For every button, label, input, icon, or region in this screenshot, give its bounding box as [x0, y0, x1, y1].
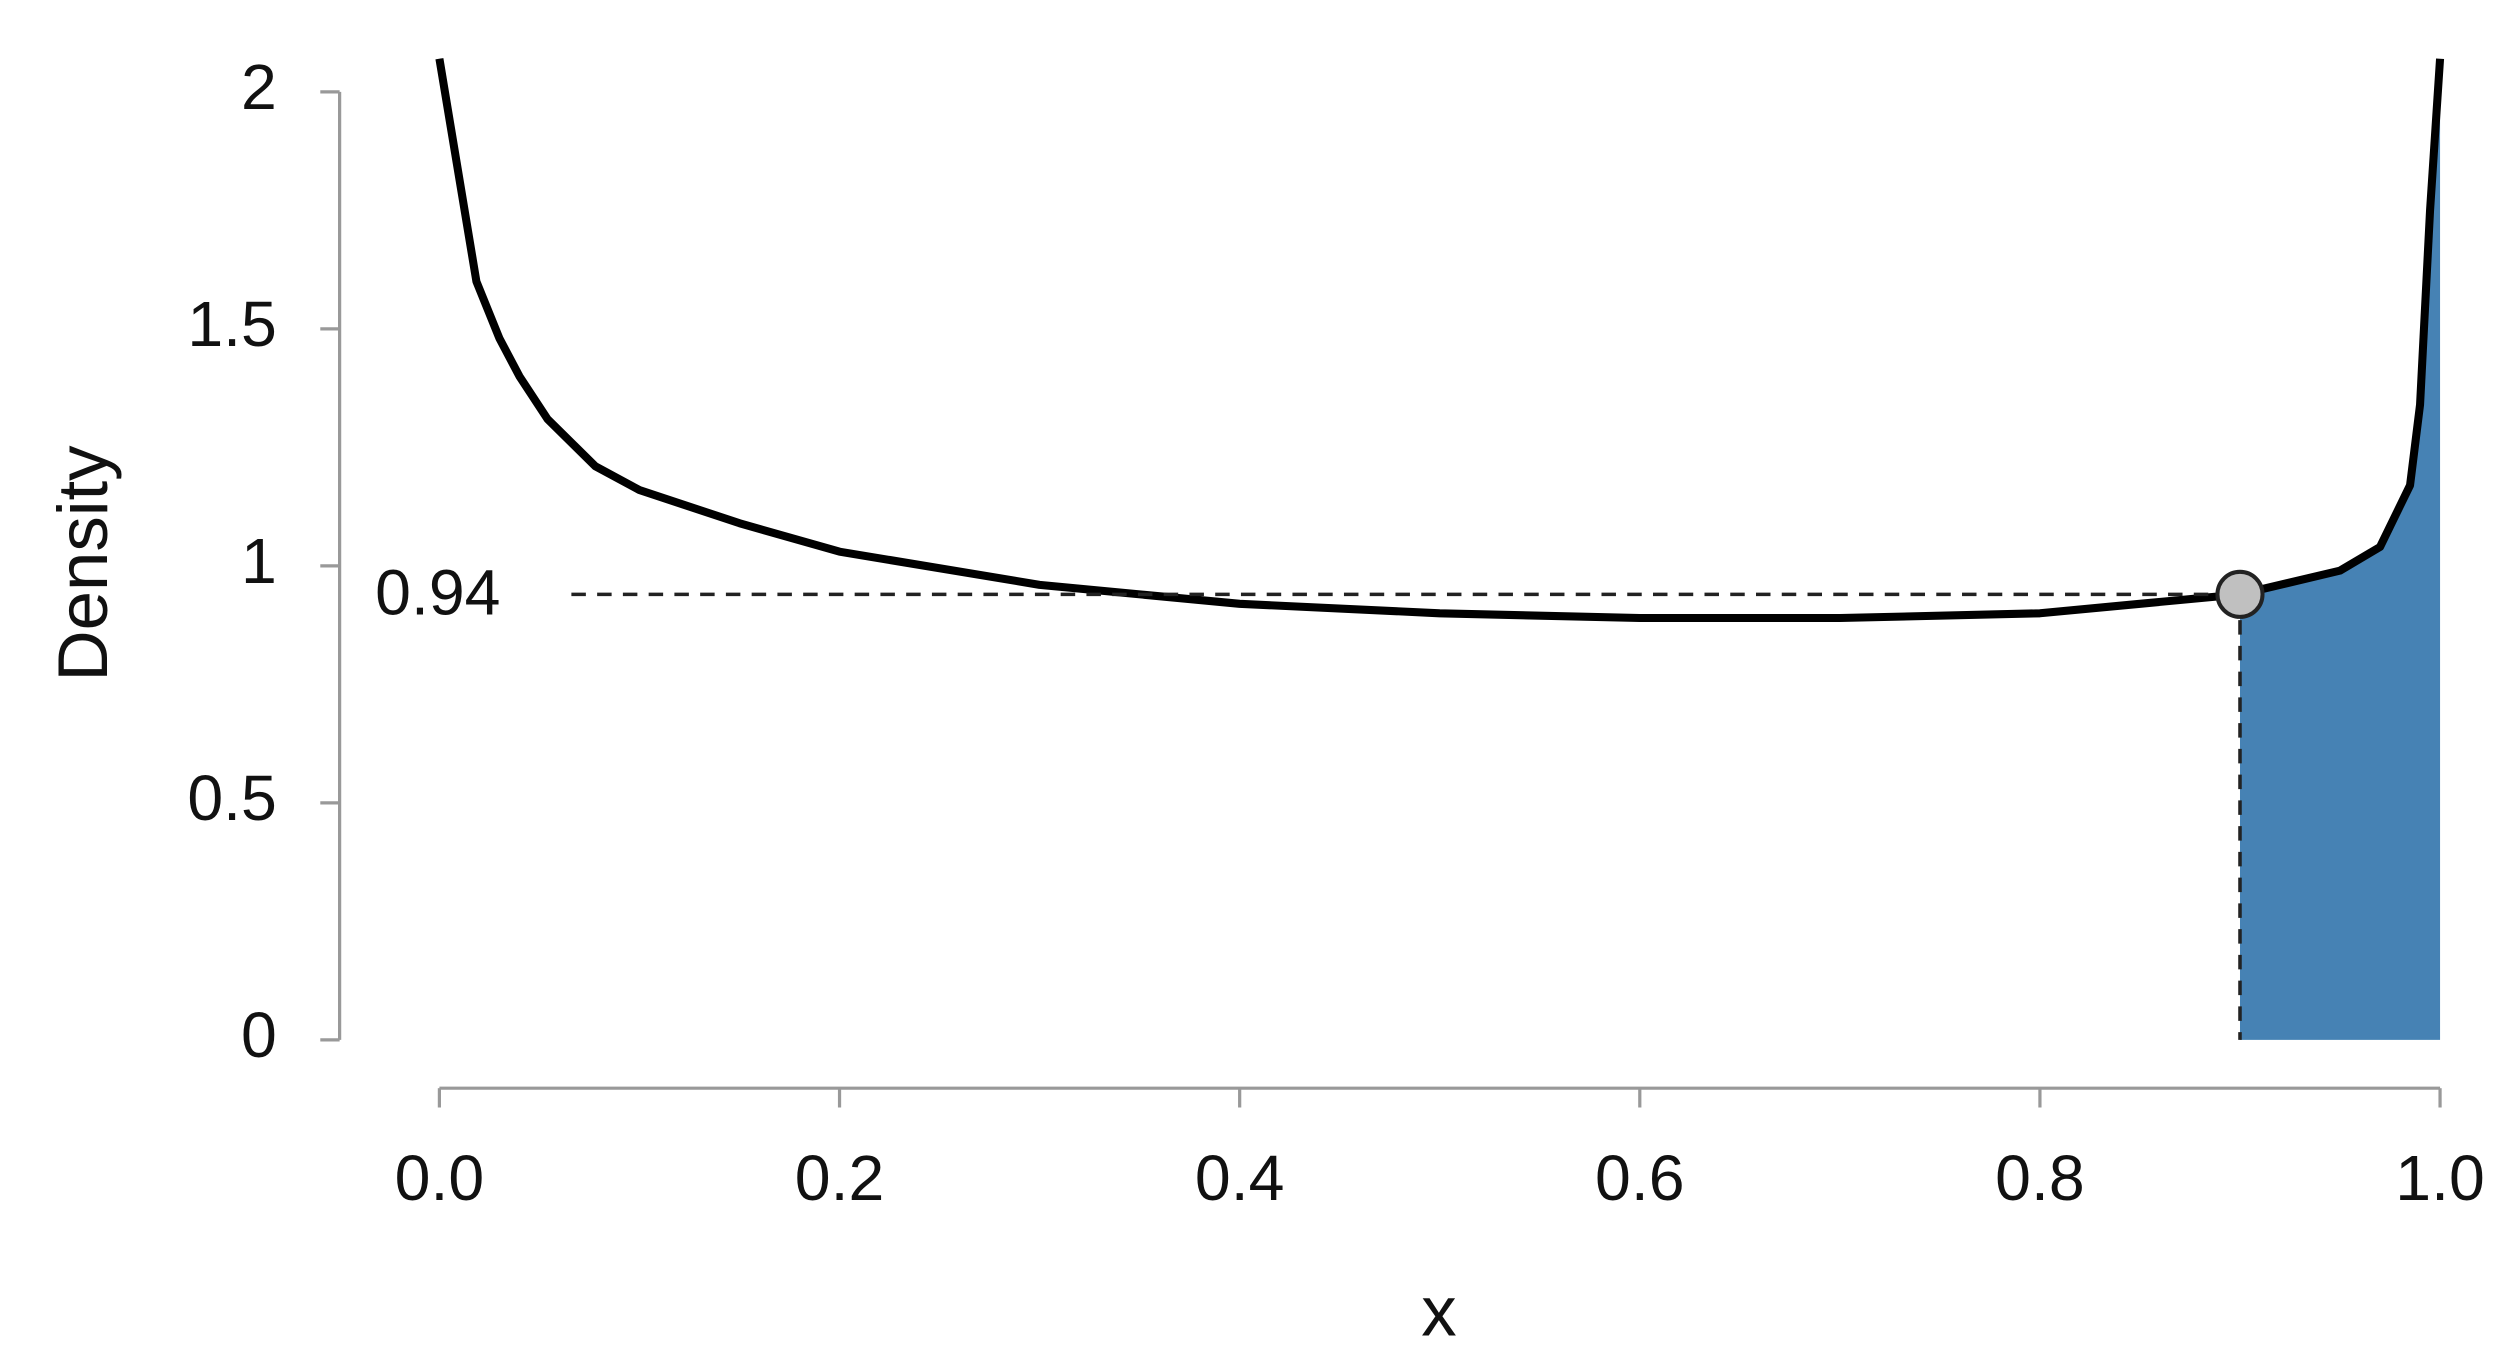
y-tick-label: 0.5: [187, 762, 277, 834]
x-tick-label: 0.0: [395, 1142, 484, 1214]
x-tick-label: 1.0: [2395, 1142, 2485, 1214]
point-label: 0.94: [375, 557, 500, 629]
plot-area: [435, 58, 2445, 1040]
y-axis-label: Density: [44, 445, 123, 682]
y-tick-label: 2: [241, 51, 277, 123]
shaded-area: [2239, 58, 2441, 1040]
point: [2215, 569, 2265, 619]
x-axis-label: x: [1421, 1272, 1456, 1351]
y-tick-label: 1.5: [187, 288, 277, 360]
x-tick-label: 0.2: [795, 1142, 885, 1214]
x-tick-label: 0.8: [1995, 1142, 2085, 1214]
x-tick-label: 0.6: [1595, 1142, 1685, 1214]
y-tick-label: 0: [241, 999, 277, 1071]
density-curve: [435, 58, 2445, 623]
y-tick-label: 1: [241, 525, 277, 597]
x-tick-label: 0.4: [1195, 1142, 1285, 1214]
